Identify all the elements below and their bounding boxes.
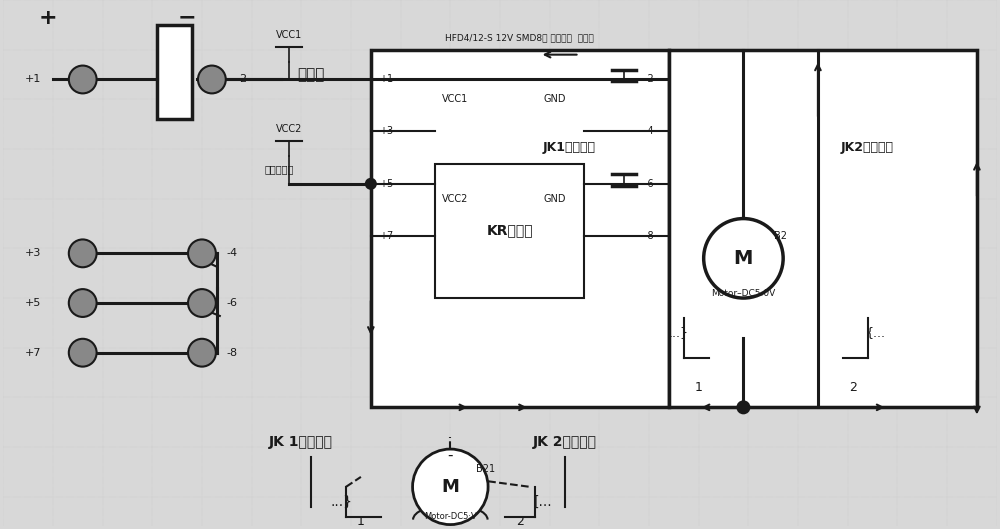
Text: VCC2: VCC2 (442, 194, 468, 204)
Text: −: − (178, 8, 196, 28)
Text: +5: +5 (25, 298, 41, 308)
Circle shape (366, 179, 376, 189)
Circle shape (69, 240, 97, 267)
Text: -2: -2 (644, 75, 654, 85)
Text: +5: +5 (379, 179, 393, 189)
Text: -8: -8 (644, 232, 654, 241)
Text: HFD4/12-S 12V SMD8双 两开关器  继电器: HFD4/12-S 12V SMD8双 两开关器 继电器 (445, 33, 594, 42)
Text: +3: +3 (25, 248, 41, 258)
Bar (371, 50, 669, 407)
Text: ...}: ...} (669, 326, 689, 339)
Text: JK 1限位开关: JK 1限位开关 (269, 435, 333, 449)
Circle shape (69, 289, 97, 317)
Text: JK2限位开关: JK2限位开关 (841, 141, 894, 153)
Circle shape (704, 218, 783, 298)
Text: M: M (441, 478, 459, 496)
Text: +3: +3 (379, 126, 393, 136)
Text: VCC2: VCC2 (276, 124, 303, 134)
Text: 2: 2 (849, 381, 857, 394)
Text: 1: 1 (695, 381, 703, 394)
Circle shape (188, 339, 216, 367)
Text: VCC1: VCC1 (276, 30, 302, 40)
Text: -4: -4 (644, 126, 654, 136)
Text: 倒车灯: 倒车灯 (298, 67, 325, 82)
Text: +1: +1 (379, 75, 393, 85)
Text: M: M (734, 249, 753, 268)
Text: Motor-DC5·V: Motor-DC5·V (424, 512, 477, 521)
Text: -4: -4 (226, 248, 237, 258)
Circle shape (198, 66, 226, 94)
Text: B2: B2 (774, 232, 787, 241)
Text: +1: +1 (25, 75, 41, 85)
Text: 倒车灯供电: 倒车灯供电 (265, 164, 294, 174)
Circle shape (413, 449, 488, 525)
Circle shape (69, 66, 97, 94)
Circle shape (737, 402, 749, 413)
Text: JK 2限位开关: JK 2限位开关 (533, 435, 597, 449)
Text: -2: -2 (236, 75, 247, 85)
Text: GND: GND (543, 94, 566, 104)
Text: B21: B21 (476, 464, 495, 474)
Text: -6: -6 (226, 298, 237, 308)
Text: Motor–DC5.0V: Motor–DC5.0V (711, 289, 776, 298)
Text: KR继电器: KR继电器 (487, 223, 533, 238)
Text: +7: +7 (379, 232, 393, 241)
Text: 2: 2 (516, 515, 524, 528)
Text: -8: -8 (226, 348, 237, 358)
Text: {...: {... (866, 326, 886, 339)
Bar (669, 50, 977, 407)
Text: GND: GND (543, 194, 566, 204)
Text: -: - (448, 448, 453, 462)
Text: [...: [... (533, 495, 552, 509)
Text: +: + (39, 8, 57, 28)
Bar (157, 25, 192, 119)
Text: VCC1: VCC1 (442, 94, 468, 104)
Bar (435, 164, 584, 298)
Circle shape (69, 339, 97, 367)
Text: JK1限位开关: JK1限位开关 (543, 141, 596, 153)
Circle shape (188, 240, 216, 267)
Text: +7: +7 (25, 348, 41, 358)
Circle shape (188, 289, 216, 317)
Text: ...}: ...} (330, 495, 352, 509)
Text: 1: 1 (357, 515, 365, 528)
Text: -6: -6 (644, 179, 654, 189)
